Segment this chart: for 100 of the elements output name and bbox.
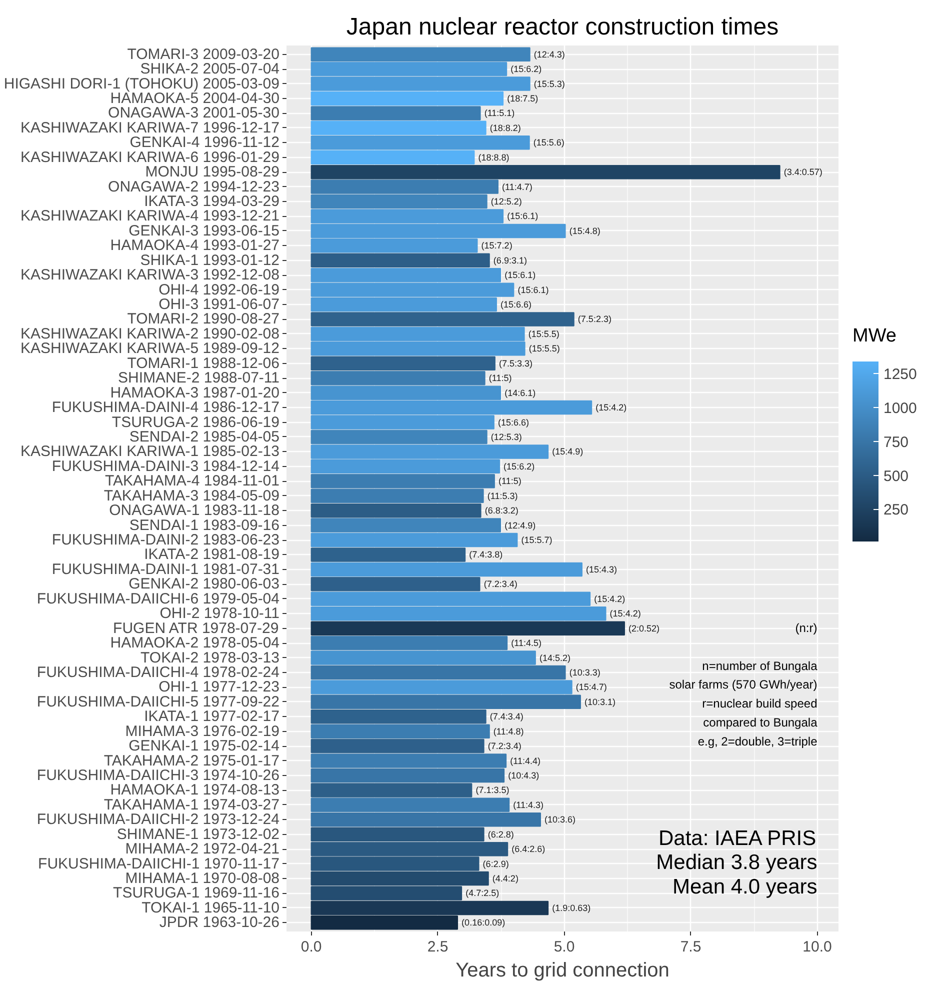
data-label: (15:6.2) bbox=[510, 64, 542, 74]
data-label: (15:6.6) bbox=[498, 417, 530, 428]
y-tick-label: TAKAHAMA-3 1984-05-09 bbox=[104, 487, 280, 504]
data-label: (6.9:3.1) bbox=[493, 255, 527, 266]
y-tick-label: TOKAI-1 1965-11-10 bbox=[142, 899, 280, 916]
chart-title: Japan nuclear reactor construction times bbox=[346, 14, 779, 40]
y-tick-label: GENKAI-3 1993-06-15 bbox=[128, 222, 280, 240]
y-tick-label: TOMARI-3 2009-03-20 bbox=[127, 46, 280, 63]
bar bbox=[310, 650, 536, 665]
bar bbox=[310, 150, 475, 164]
y-tick-label: TAKAHAMA-4 1984-11-01 bbox=[104, 472, 280, 490]
y-tick-label: ONAGAWA-2 1994-12-23 bbox=[108, 178, 280, 196]
y-tick-label: FUKUSHIMA-DAIICHI-1 1970-11-17 bbox=[38, 855, 280, 872]
data-label: (6:2.9) bbox=[482, 858, 509, 869]
data-label: (15:4.2) bbox=[596, 402, 627, 413]
bar bbox=[310, 503, 482, 518]
bar bbox=[310, 106, 481, 120]
x-tick-label: 10.0 bbox=[802, 938, 832, 956]
data-label: (15:4.2) bbox=[594, 594, 626, 604]
y-tick-label: SHIKA-2 2005-07-04 bbox=[140, 60, 280, 78]
bar bbox=[310, 724, 490, 738]
bar bbox=[310, 120, 486, 136]
y-tick-label: TAKAHAMA-1 1974-03-27 bbox=[104, 796, 280, 814]
data-label: (7.2:3.4) bbox=[484, 579, 518, 590]
text: (n:r) n=number of Bungala solar farms (570 GWh/year) r=nuclear build speed compared to Bungala e.g, 2=double, 3=triple bbox=[669, 620, 818, 748]
bar bbox=[310, 738, 484, 754]
data-label: (4.4:2) bbox=[492, 874, 518, 884]
bar bbox=[310, 710, 486, 724]
y-tick-label: IKATA-2 1981-08-19 bbox=[144, 546, 280, 564]
y-tick-label: TSURUGA-1 1969-11-16 bbox=[113, 884, 280, 902]
data-label: (15:7.2) bbox=[481, 240, 512, 251]
data-label: (15:5.6) bbox=[533, 138, 564, 148]
y-tick-label: KASHIWAZAKI KARIWA-6 1996-01-29 bbox=[20, 148, 280, 166]
data-label: (7.5:2.3) bbox=[578, 314, 612, 324]
y-tick-label: IKATA-3 1994-03-29 bbox=[144, 193, 280, 210]
data-label: (10:3.3) bbox=[569, 667, 600, 678]
data-label: (15:5.3) bbox=[534, 78, 565, 89]
bar bbox=[310, 636, 508, 650]
y-tick-label: KASHIWAZAKI KARIWA-3 1992-12-08 bbox=[20, 266, 280, 284]
color-bar-label: 250 bbox=[884, 502, 909, 519]
data-label: (15:6.6) bbox=[500, 300, 532, 310]
data-label: (11:5.3) bbox=[487, 490, 518, 501]
y-tick-label: TOMARI-2 1990-08-27 bbox=[127, 310, 280, 328]
data-label: (11:4.4) bbox=[510, 756, 540, 766]
data-label: (15:5.5) bbox=[528, 344, 560, 354]
bar bbox=[310, 430, 488, 444]
data-label: (15:6.1) bbox=[504, 270, 536, 280]
data-label: (6:2.8) bbox=[488, 829, 514, 840]
bar bbox=[310, 253, 490, 268]
y-tick-label: IKATA-1 1977-02-17 bbox=[144, 708, 280, 726]
y-tick-label: MONJU 1995-08-29 bbox=[145, 164, 280, 181]
data-label: (11:4.8) bbox=[493, 726, 524, 736]
color-bar-label: 500 bbox=[884, 468, 909, 485]
y-tick-label: KASHIWAZAKI KARIWA-4 1993-12-21 bbox=[20, 208, 280, 225]
data-label: (14:5.2) bbox=[539, 652, 571, 663]
y-tick-label: FUKUSHIMA-DAINI-1 1981-07-31 bbox=[52, 560, 280, 578]
y-tick-label: OHI-2 1978-10-11 bbox=[160, 605, 280, 622]
y-tick-label: HAMAOKA-2 1978-05-04 bbox=[110, 634, 280, 652]
bar bbox=[310, 370, 486, 386]
data-label: (0.16:0.09) bbox=[462, 918, 506, 928]
data-label: (14:6.1) bbox=[504, 388, 536, 398]
data-label: (18:7.5) bbox=[507, 93, 538, 104]
data-label: (15:6.2) bbox=[504, 461, 535, 472]
data-label: (11:5) bbox=[498, 476, 522, 486]
data-label: (15:5.7) bbox=[521, 535, 552, 546]
bar bbox=[310, 916, 458, 930]
data-label: (15:4.9) bbox=[552, 446, 584, 457]
data-label: (18:8.2) bbox=[490, 122, 521, 133]
y-tick-label: FUKUSHIMA-DAINI-4 1986-12-17 bbox=[52, 399, 280, 416]
y-tick-label: MIHAMA-3 1976-02-19 bbox=[125, 722, 280, 740]
y-tick-label: TOKAI-2 1978-03-13 bbox=[140, 649, 280, 666]
bar bbox=[310, 900, 549, 916]
bar bbox=[310, 136, 530, 150]
data-label: (15:4.2) bbox=[610, 608, 641, 619]
bar bbox=[310, 621, 625, 636]
data-label: (15:4.3) bbox=[586, 564, 618, 574]
y-tick-label: ONAGAWA-1 1983-11-18 bbox=[109, 502, 280, 520]
data-label: (7.4:3.4) bbox=[490, 712, 524, 722]
data-label: (15:4.8) bbox=[569, 226, 600, 236]
color-bar-title: MWe bbox=[852, 326, 896, 346]
data-label: (7.4:3.8) bbox=[469, 550, 503, 560]
data-label: (11:4.7) bbox=[502, 182, 532, 192]
y-tick-label: OHI-4 1992-06-19 bbox=[158, 281, 280, 298]
data-label: (6.4:2.6) bbox=[512, 844, 546, 854]
y-tick-label: FUKUSHIMA-DAIICHI-5 1977-09-22 bbox=[36, 693, 280, 710]
y-tick-label: GENKAI-2 1980-06-03 bbox=[128, 576, 280, 593]
y-tick-label: MIHAMA-1 1970-08-08 bbox=[125, 870, 280, 888]
data-label: (3.4:0.57) bbox=[784, 167, 822, 178]
data-label: (10:3.6) bbox=[544, 814, 576, 825]
y-tick-label: SHIKA-1 1993-01-12 bbox=[140, 252, 280, 269]
color-bar-label: 750 bbox=[884, 434, 909, 451]
bar bbox=[310, 665, 566, 680]
data-label: (12:5.3) bbox=[490, 432, 522, 442]
y-tick-label: JPDR 1963-10-26 bbox=[159, 914, 280, 932]
x-tick-label: 0.0 bbox=[300, 938, 322, 956]
y-tick-label: GENKAI-1 1975-02-14 bbox=[128, 738, 280, 755]
data-label: (10:4.3) bbox=[508, 770, 540, 780]
y-tick-label: OHI-1 1977-12-23 bbox=[158, 678, 280, 696]
annotation: Data: IAEA PRIS Median 3.8 years Mean 4.0 years bbox=[656, 827, 818, 898]
y-tick-label: FUKUSHIMA-DAINI-3 1984-12-14 bbox=[52, 458, 280, 475]
